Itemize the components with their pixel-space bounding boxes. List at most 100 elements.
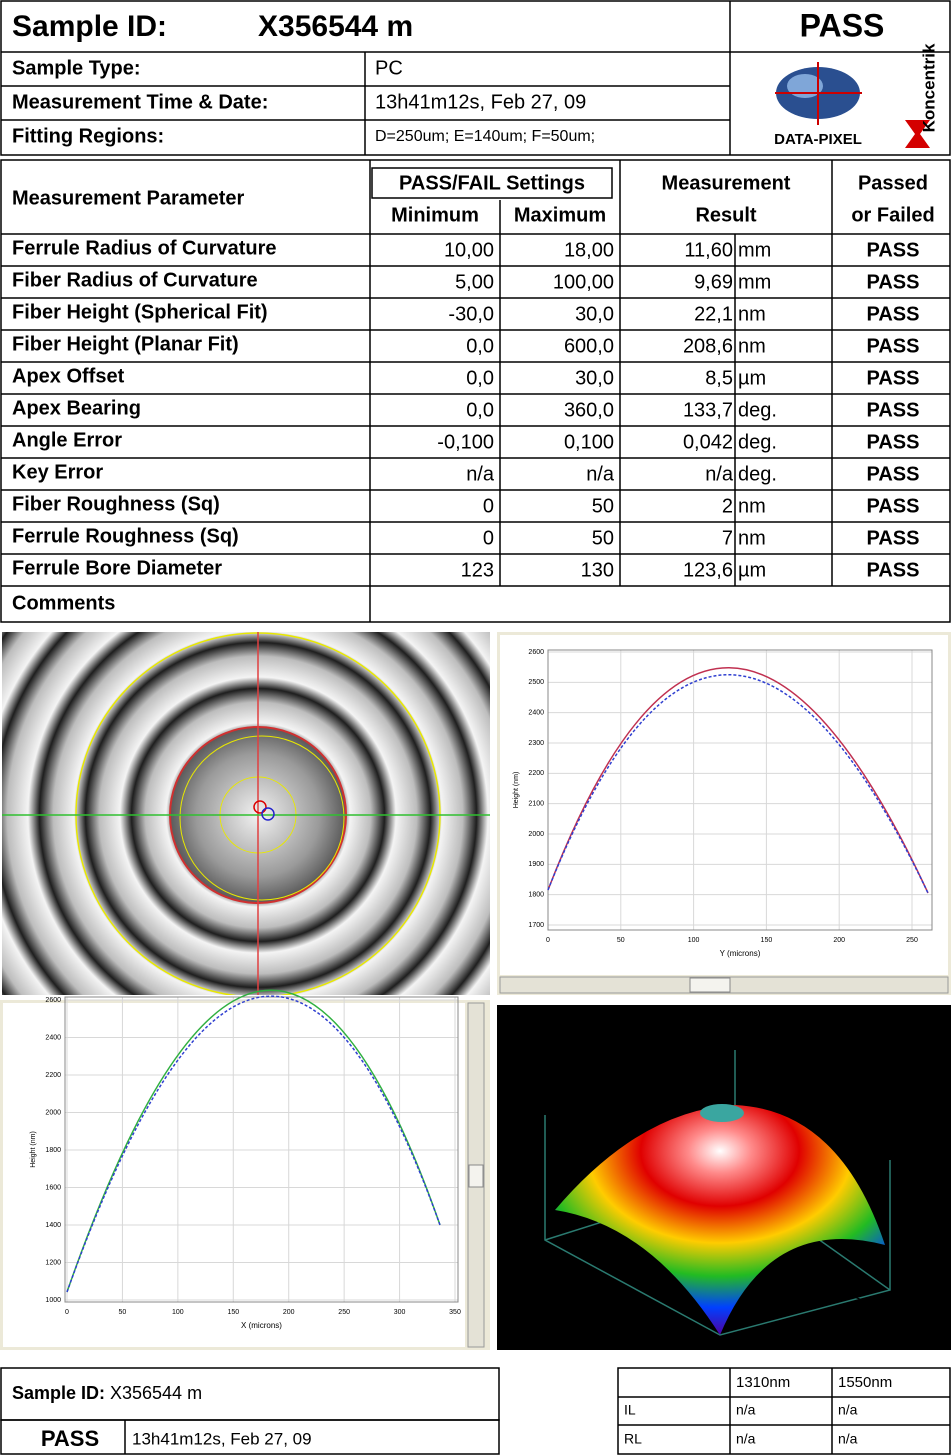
result: 7 bbox=[722, 527, 733, 549]
x-tick-label: 50 bbox=[119, 1309, 127, 1316]
footer-time: 13h41m12s, Feb 27, 09 bbox=[132, 1429, 312, 1448]
result: 123,6 bbox=[683, 559, 733, 581]
header-minimum: Minimum bbox=[391, 204, 479, 226]
y-tick-label: 2000 bbox=[528, 831, 544, 838]
x-tick-label: 0 bbox=[546, 937, 550, 944]
maximum: n/a bbox=[586, 463, 615, 485]
x-tick-label: 250 bbox=[338, 1309, 350, 1316]
loss-value: n/a bbox=[736, 1402, 756, 1418]
parameter-name: Fiber Roughness (Sq) bbox=[12, 493, 220, 515]
loss-value: n/a bbox=[736, 1431, 756, 1447]
y-tick-label: 2000 bbox=[45, 1109, 61, 1116]
verdict: PASS bbox=[867, 495, 920, 517]
loss-value: n/a bbox=[838, 1431, 858, 1447]
table-frame bbox=[1, 160, 950, 622]
maximum: 0,100 bbox=[564, 431, 614, 453]
parameter-name: Fiber Height (Spherical Fit) bbox=[12, 301, 268, 323]
footer-sample-id-label: Sample ID: bbox=[12, 1383, 105, 1403]
unit: nm bbox=[738, 527, 766, 549]
header-verdict: Passed bbox=[858, 172, 928, 194]
maximum: 100,00 bbox=[553, 271, 614, 293]
x-axis-label: Y (microns) bbox=[720, 949, 761, 958]
x-tick-label: 100 bbox=[688, 937, 700, 944]
y-tick-label: 1200 bbox=[45, 1259, 61, 1266]
header-result: Measurement bbox=[662, 172, 791, 194]
y-tick-label: 2600 bbox=[528, 649, 544, 656]
y-tick-label: 2300 bbox=[528, 740, 544, 747]
y-tick-label: 2200 bbox=[528, 770, 544, 777]
parameter-name: Key Error bbox=[12, 461, 103, 483]
verdict: PASS bbox=[867, 431, 920, 453]
sample-id-label: Sample ID: bbox=[12, 10, 167, 43]
verdict: PASS bbox=[867, 367, 920, 389]
verdict: PASS bbox=[867, 463, 920, 485]
maximum: 360,0 bbox=[564, 399, 614, 421]
parameter-name: Angle Error bbox=[12, 429, 122, 451]
result: 2 bbox=[722, 495, 733, 517]
unit: nm bbox=[738, 303, 766, 325]
parameter-name: Apex Offset bbox=[12, 365, 125, 387]
maximum: 18,00 bbox=[564, 239, 614, 261]
loss-column: 1550nm bbox=[838, 1374, 892, 1391]
minimum: 123 bbox=[461, 559, 494, 581]
parameter-name: Fiber Radius of Curvature bbox=[12, 269, 258, 291]
y-tick-label: 1700 bbox=[528, 922, 544, 929]
x-tick-label: 150 bbox=[761, 937, 773, 944]
result: 133,7 bbox=[683, 399, 733, 421]
result: 208,6 bbox=[683, 335, 733, 357]
loss-value: n/a bbox=[838, 1402, 858, 1418]
x-tick-label: 100 bbox=[172, 1309, 184, 1316]
plot-2-frame bbox=[0, 1000, 490, 1350]
field-value: PC bbox=[375, 57, 403, 79]
report: 0501001502002501700180019002000210022002… bbox=[0, 0, 951, 1455]
unit: deg. bbox=[738, 463, 777, 485]
y-tick-label: 1800 bbox=[45, 1147, 61, 1154]
result: 22,1 bbox=[694, 303, 733, 325]
maximum: 50 bbox=[592, 495, 614, 517]
verdict: PASS bbox=[867, 527, 920, 549]
result: n/a bbox=[705, 463, 734, 485]
y-tick-label: 2100 bbox=[528, 801, 544, 808]
sample-id: X356544 m bbox=[258, 10, 413, 43]
minimum: 0 bbox=[483, 527, 494, 549]
minimum: 0 bbox=[483, 495, 494, 517]
unit: deg. bbox=[738, 399, 777, 421]
field-label: Fitting Regions: bbox=[12, 125, 164, 147]
y-axis-label: Height (nm) bbox=[513, 772, 520, 809]
header-settings: PASS/FAIL Settings bbox=[399, 172, 585, 194]
x-tick-label: 200 bbox=[833, 937, 845, 944]
surface-title: 3D surface plot - www.data-pixel.com bbox=[570, 1011, 871, 1030]
page: { "header": { "sample_id_label": "Sample… bbox=[0, 0, 951, 1455]
maximum: 30,0 bbox=[575, 303, 614, 325]
field-label: Measurement Time & Date: bbox=[12, 91, 268, 113]
x-axis-label: X (microns) bbox=[241, 1321, 282, 1330]
field-value: D=250um; E=140um; F=50um; bbox=[375, 128, 595, 145]
logo-sub: Koncentrik bbox=[919, 43, 938, 132]
y-tick-label: 2400 bbox=[528, 710, 544, 717]
loss-row-label: RL bbox=[624, 1431, 642, 1447]
parameter-name: Ferrule Roughness (Sq) bbox=[12, 525, 239, 547]
y-tick-label: 1000 bbox=[45, 1297, 61, 1304]
unit: mm bbox=[738, 239, 771, 261]
header-parameter: Measurement Parameter bbox=[12, 187, 245, 209]
y-tick-label: 2500 bbox=[528, 679, 544, 686]
x-tick-label: 300 bbox=[394, 1309, 406, 1316]
y-tick-label: 1800 bbox=[528, 892, 544, 899]
field-label: Sample Type: bbox=[12, 57, 141, 79]
minimum: -30,0 bbox=[448, 303, 494, 325]
header-maximum: Maximum bbox=[514, 204, 606, 226]
result: 8,5 bbox=[705, 367, 733, 389]
verdict: PASS bbox=[867, 399, 920, 421]
parameter-name: Fiber Height (Planar Fit) bbox=[12, 333, 239, 355]
verdict: PASS bbox=[867, 303, 920, 325]
minimum: 0,0 bbox=[466, 399, 494, 421]
header-result: Result bbox=[695, 204, 756, 226]
x-tick-label: 50 bbox=[617, 937, 625, 944]
x-tick-label: 250 bbox=[906, 937, 918, 944]
loss-column: 1310nm bbox=[736, 1374, 790, 1391]
verdict: PASS bbox=[867, 335, 920, 357]
y-tick-label: 1400 bbox=[45, 1222, 61, 1229]
status: PASS bbox=[800, 7, 885, 43]
y-tick-label: 1900 bbox=[528, 861, 544, 868]
result: 11,60 bbox=[684, 239, 733, 261]
